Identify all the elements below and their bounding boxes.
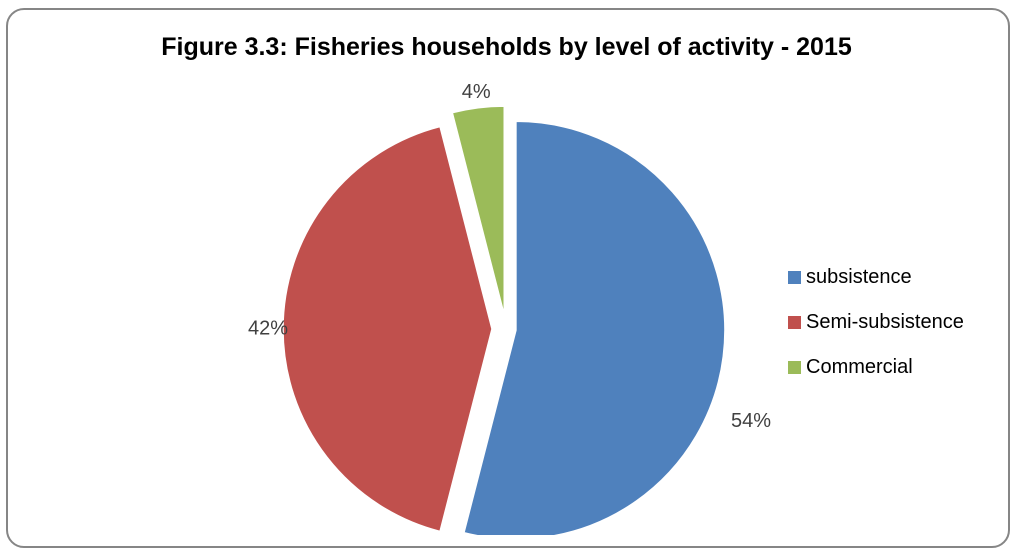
legend-swatch bbox=[788, 315, 801, 329]
legend: subsistence Semi-subsistence Commercial bbox=[788, 265, 964, 400]
chart-title: Figure 3.3: Fisheries households by leve… bbox=[161, 33, 852, 61]
legend-item-semi-subsistence: Semi-subsistence bbox=[788, 310, 964, 334]
legend-label: Commercial bbox=[806, 355, 913, 378]
pie-slice-semi-subsistence bbox=[282, 125, 493, 533]
pie-slice-subsistence bbox=[463, 120, 726, 535]
pie-chart: 54% 42% 4% bbox=[248, 81, 771, 535]
legend-label: subsistence bbox=[806, 265, 912, 288]
data-label-subsistence: 54% bbox=[731, 410, 771, 432]
legend-label: Semi-subsistence bbox=[806, 310, 964, 333]
legend-item-commercial: Commercial bbox=[788, 355, 964, 379]
pie-slice-commercial bbox=[451, 105, 505, 316]
data-label-commercial: 4% bbox=[462, 81, 491, 103]
data-label-semi-subsistence: 42% bbox=[248, 317, 288, 339]
legend-swatch bbox=[788, 270, 801, 284]
legend-swatch bbox=[788, 360, 801, 374]
legend-item-subsistence: subsistence bbox=[788, 265, 964, 289]
